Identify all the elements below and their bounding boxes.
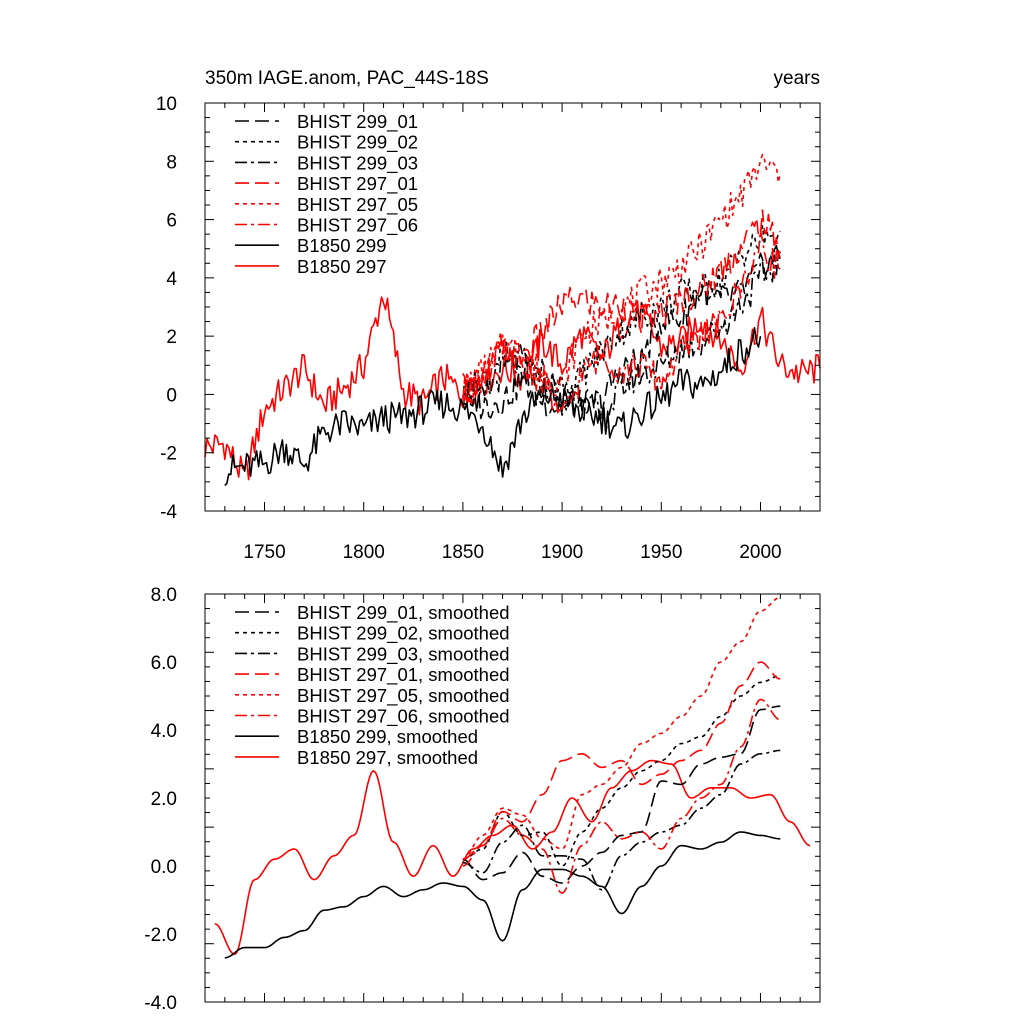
x-tick-labels: 1750 1800 1850 1900 1950 2000 [243, 542, 781, 563]
series-group [204, 153, 821, 486]
y-tick-label: 0 [166, 385, 177, 406]
units-label: years [774, 68, 820, 89]
legend-label: BHIST 299_02 [297, 132, 418, 154]
legend-entry: B1850 299 [235, 235, 387, 256]
legend-entry: BHIST 297_05, smoothed [235, 685, 510, 707]
x-tick-label: 1850 [442, 542, 484, 563]
legend-entry: B1850 299, smoothed [235, 726, 478, 747]
legend-label: BHIST 297_01 [297, 173, 418, 195]
legend-entry: BHIST 299_03 [235, 152, 418, 174]
legend-entry: B1850 297 [235, 256, 387, 277]
y-tick-label: 6 [166, 211, 177, 232]
series-line-bhist-299-01 [462, 244, 782, 421]
y-tick-label: 2.0 [151, 789, 177, 810]
series-line-bhist-297-01-smoothed [462, 661, 781, 860]
y-tick-label: -2 [160, 444, 177, 465]
legend-entry: BHIST 297_01 [235, 173, 418, 195]
y-tick-labels: -4 -2 0 2 4 6 8 10 [156, 94, 178, 523]
legend-label: BHIST 297_06 [297, 215, 418, 237]
y-tick-label: 6.0 [151, 653, 177, 674]
legend-label: BHIST 299_01 [297, 111, 418, 133]
series-line-bhist-297-01 [462, 209, 782, 403]
legend-label: BHIST 299_03 [297, 152, 418, 174]
chart-title: 350m IAGE.anom, PAC_44S-18S [205, 68, 489, 89]
y-tick-label: 8 [166, 152, 177, 173]
series-group [214, 596, 811, 959]
y-tick-label: -2.0 [144, 925, 177, 946]
y-tick-label: 4.0 [151, 721, 177, 742]
x-tick-label: 1800 [343, 542, 385, 563]
series-line-bhist-297-06 [462, 229, 781, 416]
x-tick-label: 1900 [541, 542, 583, 563]
y-tick-label: 4 [166, 269, 177, 290]
y-tick-label: 10 [156, 94, 177, 115]
legend-label: B1850 299, smoothed [297, 726, 478, 747]
legend-entry: BHIST 297_01, smoothed [235, 664, 510, 686]
legend-entry: BHIST 297_05 [235, 194, 418, 216]
series-line-b1850-299 [224, 327, 762, 486]
x-tick-label: 2000 [739, 542, 781, 563]
series-line-b1850-297 [204, 296, 821, 481]
tick-marks [204, 102, 821, 512]
legend-label: BHIST 299_01, smoothed [297, 602, 510, 624]
legend-label: B1850 297 [297, 256, 387, 277]
legend-entry: B1850 297, smoothed [235, 747, 478, 768]
x-tick-label: 1750 [243, 542, 285, 563]
series-line-bhist-299-03-smoothed [462, 749, 781, 891]
y-tick-label: 8.0 [151, 585, 177, 606]
tick-marks [204, 593, 821, 1003]
series-line-bhist-299-02 [462, 225, 781, 413]
legend-label: BHIST 297_01, smoothed [297, 664, 510, 686]
legend-label: BHIST 297_06, smoothed [297, 706, 510, 728]
legend-entry: BHIST 297_06, smoothed [235, 706, 510, 728]
legend-entry: BHIST 299_03, smoothed [235, 643, 510, 665]
series-line-b1850-297-smoothed [214, 759, 811, 956]
legend-entry: BHIST 299_01 [235, 111, 418, 133]
bottom-panel-smoothed: -4.0 -2.0 0.0 2.0 4.0 6.0 8.0 BHIST 299_01, sm… [144, 585, 821, 1014]
legend-label: B1850 297, smoothed [297, 747, 478, 768]
series-line-b1850-299-smoothed [224, 831, 781, 959]
y-tick-label: 2 [166, 327, 177, 348]
legend-entry: BHIST 299_02 [235, 132, 418, 154]
series-line-bhist-297-05-smoothed [462, 596, 781, 860]
y-tick-labels: -4.0 -2.0 0.0 2.0 4.0 6.0 8.0 [144, 585, 177, 1014]
legend-label: BHIST 299_03, smoothed [297, 643, 510, 665]
legend-label: BHIST 299_02, smoothed [297, 623, 510, 645]
legend-entry: BHIST 299_02, smoothed [235, 623, 510, 645]
legend-label: B1850 299 [297, 235, 387, 256]
y-tick-label: -4.0 [144, 993, 177, 1014]
legend-entry: BHIST 299_01, smoothed [235, 602, 510, 624]
top-panel-annual: 350m IAGE.anom, PAC_44S-18S years 1750 18… [156, 68, 821, 563]
legend-label: BHIST 297_05, smoothed [297, 685, 510, 707]
y-tick-label: -4 [160, 502, 177, 523]
series-line-bhist-299-03 [462, 249, 782, 433]
y-tick-label: 0.0 [151, 857, 177, 878]
series-line-bhist-297-06-smoothed [462, 698, 781, 894]
x-tick-label: 1950 [640, 542, 682, 563]
series-line-bhist-297-05 [462, 153, 782, 402]
legend-entry: BHIST 297_06 [235, 215, 418, 237]
series-line-bhist-299-01-smoothed [462, 705, 781, 884]
legend-label: BHIST 297_05 [297, 194, 418, 216]
